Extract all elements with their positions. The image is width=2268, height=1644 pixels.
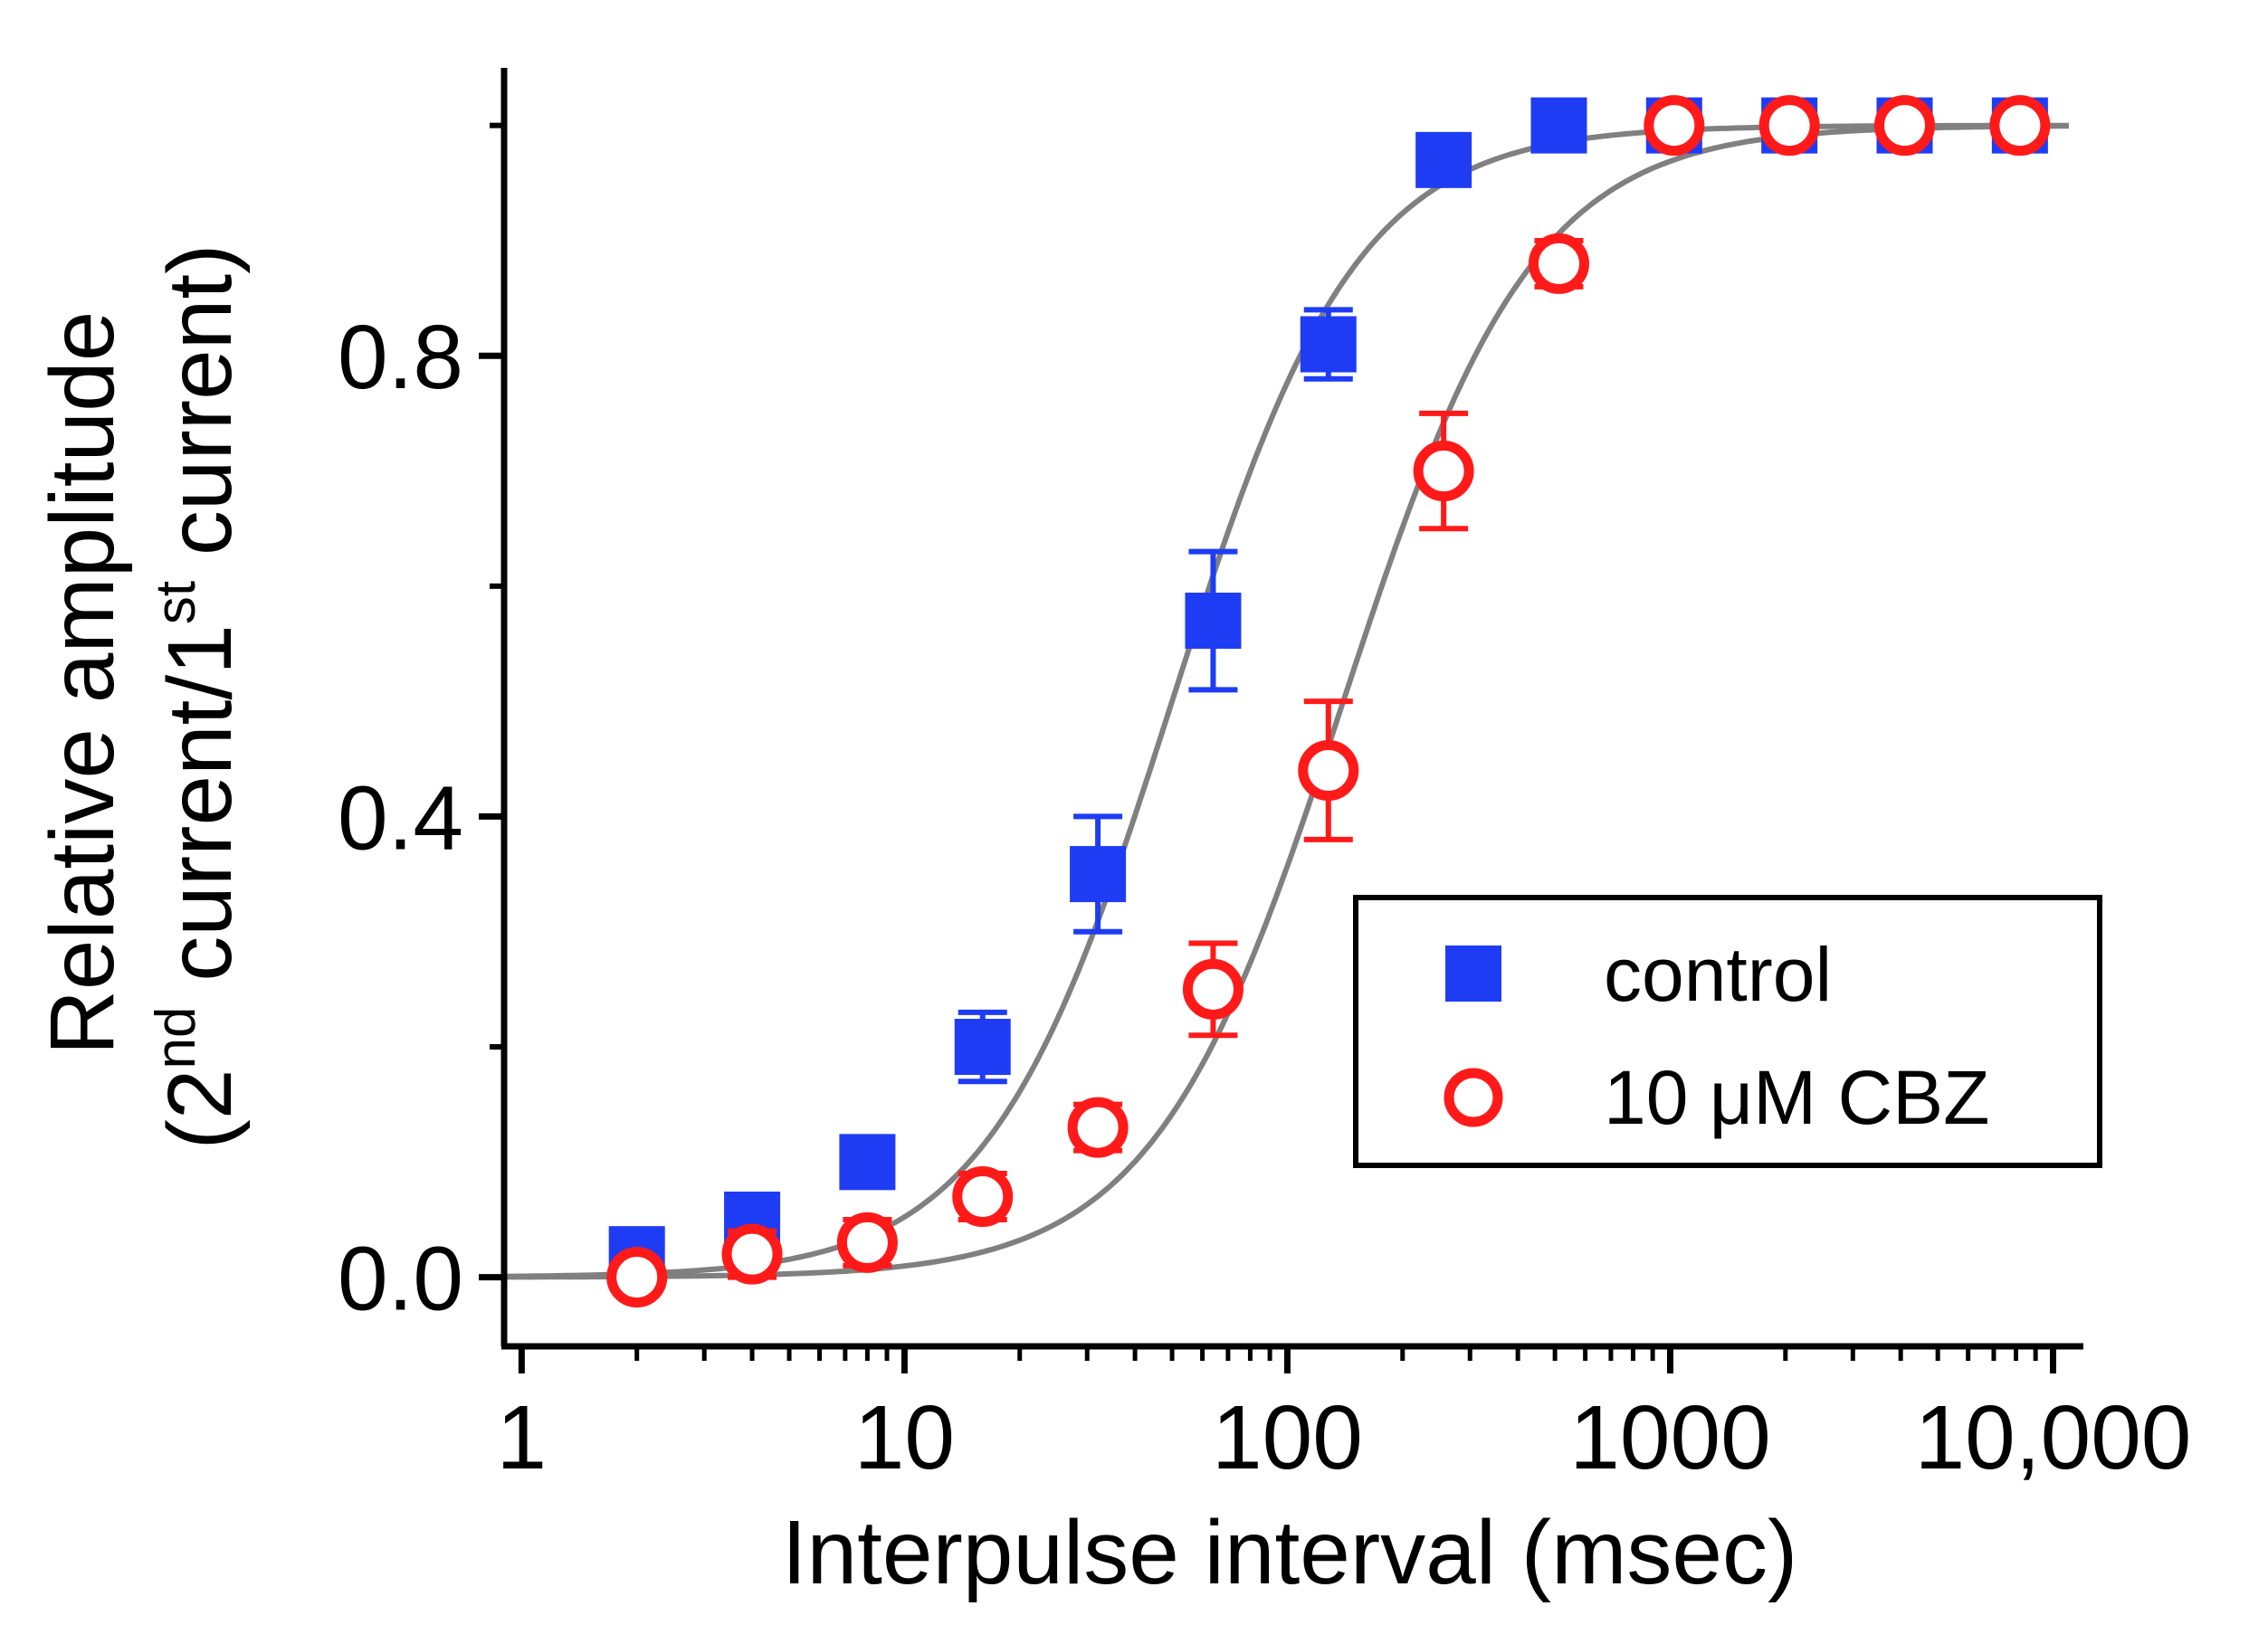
marker-control <box>1530 97 1587 154</box>
marker-cbz <box>1298 740 1359 802</box>
y-tick-label: 0.0 <box>338 1229 463 1330</box>
x-tick-label: 10 <box>854 1387 955 1488</box>
x-tick-label: 100 <box>1212 1387 1363 1488</box>
data-point-cbz <box>1528 233 1589 294</box>
data-point-control <box>1530 97 1587 154</box>
y-axis-title-sup1: nd <box>145 1007 207 1069</box>
marker-cbz <box>952 1166 1014 1228</box>
data-point-cbz <box>1413 410 1474 532</box>
data-point-control <box>954 1009 1011 1085</box>
legend: control 10 μM CBZ <box>1353 895 2102 1168</box>
data-point-cbz <box>1644 95 1705 157</box>
marker-cbz <box>836 1212 898 1273</box>
data-point-cbz <box>1298 698 1359 842</box>
marker-control <box>839 1134 896 1191</box>
marker-control <box>1415 131 1472 188</box>
data-point-control <box>1185 548 1242 693</box>
marker-cbz <box>1182 958 1244 1020</box>
marker-cbz <box>1067 1097 1129 1158</box>
marker-control <box>1185 593 1242 650</box>
x-tick-label: 1 <box>497 1387 548 1488</box>
x-tick-label: 1000 <box>1569 1387 1770 1488</box>
data-point-control <box>1070 813 1127 935</box>
marker-cbz <box>1528 233 1589 294</box>
marker-cbz <box>1874 95 1936 157</box>
y-axis-title-sup2: st <box>145 581 207 624</box>
marker-control <box>954 1019 1011 1076</box>
data-point-cbz <box>1874 95 1936 157</box>
axes: 0.0 0.4 0.8 1 10 100 1000 10,000 <box>338 68 2191 1488</box>
marker-cbz <box>1644 95 1705 157</box>
y-axis-title-line1: Relative amplitude <box>32 311 133 1056</box>
y-axis-title-prefix: (2 <box>149 1069 251 1150</box>
legend-marker-control <box>1445 946 1501 1002</box>
marker-control <box>1070 846 1127 903</box>
data-point-cbz <box>836 1212 898 1273</box>
data-point-control <box>839 1134 896 1191</box>
y-axis-subtitle: (2nd current/1st current) <box>145 244 251 1150</box>
data-point-control <box>1415 131 1472 188</box>
marker-cbz <box>1758 95 1820 157</box>
legend-label-cbz: 10 μM CBZ <box>1604 1055 1989 1140</box>
data-point-control <box>1300 307 1357 382</box>
legend-label-control: control <box>1604 932 1832 1017</box>
marker-control <box>1300 316 1357 373</box>
plot-area <box>503 95 2069 1308</box>
y-tick-label: 0.4 <box>338 767 463 869</box>
y-axis-title-mid: current/1 <box>149 624 251 1006</box>
data-point-cbz <box>1182 940 1244 1039</box>
data-point-cbz <box>1067 1097 1129 1158</box>
x-tick-label: 10,000 <box>1915 1387 2192 1488</box>
y-tick-label: 0.8 <box>338 307 463 408</box>
y-axis-title: Relative amplitude <box>32 311 133 1056</box>
marker-cbz <box>1413 441 1474 502</box>
data-point-cbz <box>952 1166 1014 1228</box>
marker-cbz <box>721 1223 783 1285</box>
data-point-cbz <box>606 1247 668 1308</box>
y-axis-title-suffix: current) <box>149 244 251 581</box>
x-axis-title: Interpulse interval (msec) <box>782 1502 1798 1603</box>
data-point-cbz <box>721 1223 783 1285</box>
legend-marker-cbz <box>1444 1068 1503 1127</box>
marker-cbz <box>1989 95 2051 157</box>
y-axis-title-line2: (2nd current/1st current) <box>145 244 251 1150</box>
marker-cbz <box>606 1247 668 1308</box>
data-point-cbz <box>1989 95 2051 157</box>
data-point-cbz <box>1758 95 1820 157</box>
